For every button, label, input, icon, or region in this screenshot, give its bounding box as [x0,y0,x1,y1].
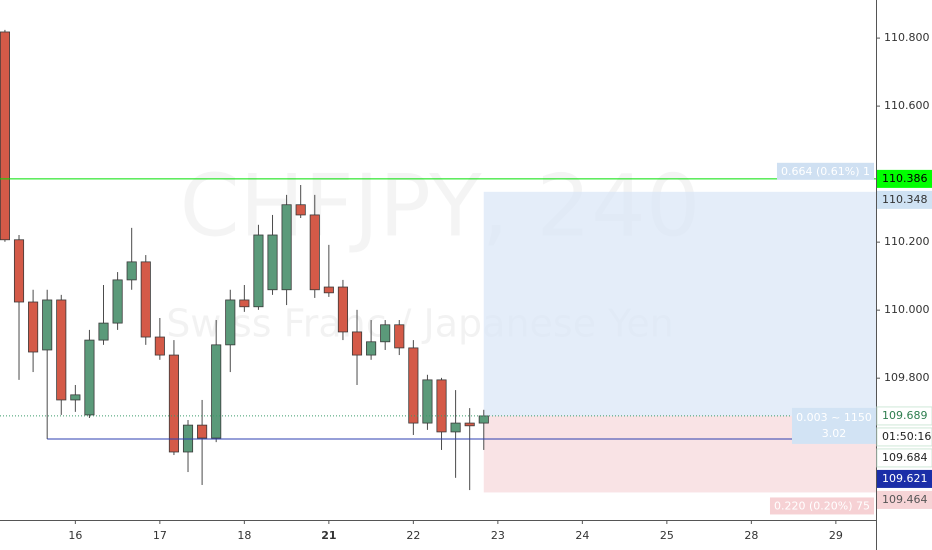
candle-body [182,424,194,453]
candle-body [337,286,348,333]
candle-body [309,214,320,291]
price-tag-label: 109.689 [882,409,928,422]
price-axis-bg [876,0,932,550]
candle-body [478,415,489,424]
x-tick-label: 16 [68,529,82,542]
y-tick-label: 110.000 [884,303,930,316]
y-tick-label: 109.800 [884,371,930,384]
price-tag-bg [876,427,932,447]
x-tick-label: 25 [660,529,674,542]
candle-body [239,299,250,308]
x-tick-label: 28 [744,529,758,542]
candle-body [211,344,222,439]
candle-body [0,31,10,241]
x-tick-label: 17 [153,529,167,542]
price-tag-bg [877,190,932,209]
price-tag-label: 109.621 [882,472,928,485]
x-tick-label: 29 [829,529,843,542]
candle-body [126,261,137,281]
y-tick-label: 110.800 [884,31,930,44]
candle-body [112,279,123,324]
position-label: 0.220 (0.20%) 75 [774,499,870,512]
price-tag-bg [877,490,932,509]
candle-body [351,331,363,356]
candle-body [42,299,53,351]
candle-body [380,324,391,343]
candle-body [84,339,95,416]
position-label-bg [776,162,874,180]
price-tag-bg [877,469,932,488]
price-tag-label: 110.386 [882,172,928,185]
position-center-bg [792,407,876,444]
y-tick-label: 110.200 [884,235,930,248]
position-label-bg [769,497,874,515]
candle-body [408,347,419,424]
candle-body [56,299,67,401]
x-tick-label: 22 [406,529,420,542]
candle-body [225,299,236,346]
candle-body [140,261,151,338]
price-tag-bg [876,406,932,426]
candle-body [366,341,377,356]
candle-body [13,239,25,303]
price-tag-bg [876,448,932,468]
candle-body [422,379,433,424]
position-center-label: 3.02 [822,427,847,440]
candle-body [450,422,461,433]
candle-body [28,301,39,353]
candle-body [197,424,208,439]
y-tick-label: 110.600 [884,99,930,112]
candle-body [436,379,447,433]
x-tick-label: 24 [575,529,589,542]
price-tag-label: 01:50:16 [882,430,931,443]
x-tick-label: 18 [237,529,251,542]
position-label: 0.664 (0.61%) 1 [781,165,870,178]
price-tag-label: 110.348 [882,193,928,206]
time-axis-bg [0,520,876,550]
price-tag-label: 109.684 [882,451,928,464]
x-tick-label: 23 [491,529,505,542]
candle-body [70,394,81,401]
target-zone [483,191,876,416]
candle-body [323,286,334,294]
candle-body [295,204,306,216]
candle-body [168,354,179,453]
candle-body [281,204,292,291]
x-tick-label: 21 [321,529,336,542]
price-tag-bg [877,169,932,188]
candle-body [154,336,165,356]
position-center-label: 0.003 ~ 1150 [796,411,872,424]
candle-body [394,324,405,349]
candle-body [267,234,278,291]
candle-body [98,322,109,341]
price-tag-label: 109.464 [882,493,928,506]
candle-body [253,234,264,308]
candle-body [464,422,475,427]
